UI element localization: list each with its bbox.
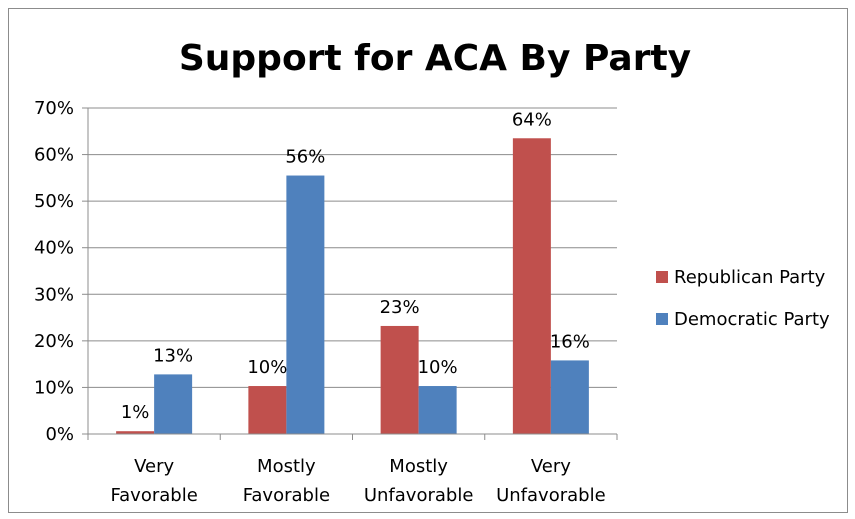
- y-tick-label: 40%: [34, 238, 74, 259]
- y-tick-label: 10%: [34, 377, 74, 398]
- data-label: 23%: [380, 297, 420, 318]
- data-labels: 1% 10% 23% 64% 13% 56% 10% 16%: [121, 109, 590, 423]
- y-axis-ticks: 0% 10% 20% 30% 40% 50% 60% 70%: [34, 98, 88, 445]
- axes: [87, 108, 618, 440]
- bar: [550, 360, 589, 434]
- bar: [418, 386, 457, 434]
- data-label: 10%: [247, 357, 287, 378]
- data-label: 10%: [418, 357, 458, 378]
- data-label: 13%: [153, 345, 193, 366]
- category-label: Favorable: [243, 485, 330, 506]
- legend-label: Republican Party: [674, 267, 826, 288]
- y-tick-label: 50%: [34, 191, 74, 212]
- category-label: Favorable: [110, 485, 197, 506]
- y-tick-label: 70%: [34, 98, 74, 119]
- bars: [116, 138, 589, 434]
- bar: [248, 386, 287, 434]
- category-label: Very: [134, 456, 174, 477]
- y-tick-label: 60%: [34, 145, 74, 166]
- legend-label: Democratic Party: [674, 309, 830, 330]
- category-label: Very: [531, 456, 571, 477]
- bar: [512, 138, 551, 434]
- category-label: Mostly: [257, 456, 316, 477]
- y-tick-label: 30%: [34, 284, 74, 305]
- legend-swatch: [656, 271, 668, 283]
- bar: [286, 175, 325, 434]
- bar: [380, 325, 419, 434]
- category-label: Unfavorable: [496, 485, 606, 506]
- bar: [116, 431, 155, 434]
- data-label: 16%: [550, 331, 590, 352]
- data-label: 56%: [285, 147, 325, 168]
- chart-title: Support for ACA By Party: [179, 38, 691, 79]
- legend-swatch: [656, 313, 668, 325]
- data-label: 64%: [512, 109, 552, 130]
- x-axis-categories: Very Favorable Mostly Favorable Mostly Unfavo…: [110, 456, 605, 506]
- bar: [154, 374, 193, 434]
- data-label: 1%: [121, 402, 150, 423]
- legend: Republican Party Democratic Party: [656, 267, 830, 330]
- category-label: Mostly: [389, 456, 448, 477]
- category-label: Unfavorable: [364, 485, 474, 506]
- y-tick-label: 20%: [34, 331, 74, 352]
- y-tick-label: 0%: [45, 424, 74, 445]
